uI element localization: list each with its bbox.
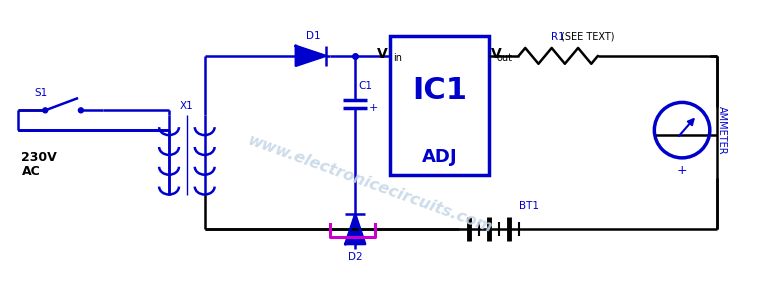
FancyBboxPatch shape (390, 36, 489, 175)
Text: X1: X1 (180, 101, 194, 111)
Text: (SEE TEXT): (SEE TEXT) (561, 32, 615, 42)
Text: AMMETER: AMMETER (716, 106, 726, 155)
Text: +: + (369, 103, 379, 113)
Text: out: out (497, 53, 513, 63)
Circle shape (78, 108, 83, 113)
Text: www.electronicecircuits.com: www.electronicecircuits.com (246, 133, 495, 236)
Circle shape (43, 108, 48, 113)
Text: ADJ: ADJ (421, 148, 457, 166)
Text: 230V: 230V (21, 151, 57, 164)
Text: C1: C1 (358, 81, 372, 90)
Polygon shape (345, 214, 365, 244)
Text: D1: D1 (306, 31, 320, 41)
Text: R1: R1 (551, 32, 565, 42)
Text: in: in (393, 53, 402, 63)
Text: IC1: IC1 (412, 76, 467, 105)
Text: V: V (377, 47, 388, 61)
Text: BT1: BT1 (518, 201, 539, 211)
Text: +: + (677, 164, 688, 177)
Text: S1: S1 (35, 88, 48, 98)
Text: V: V (491, 47, 502, 61)
Text: AC: AC (21, 165, 40, 178)
Text: D2: D2 (348, 252, 363, 262)
Polygon shape (296, 46, 326, 66)
